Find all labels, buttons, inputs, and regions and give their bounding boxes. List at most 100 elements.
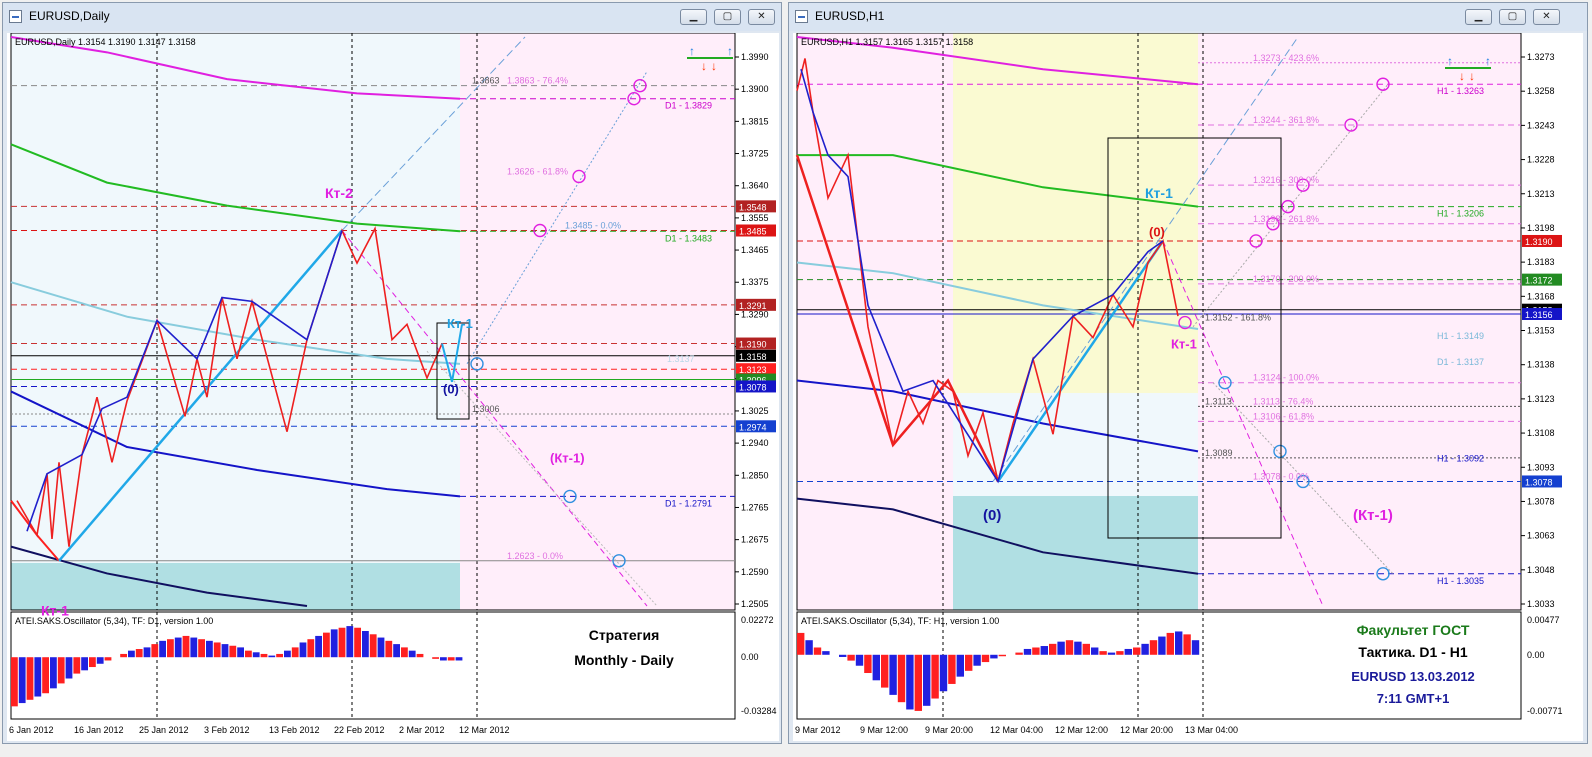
ma-level-label: H1 - 1.3035 [1437, 576, 1484, 586]
oscillator-bar [104, 657, 112, 661]
chart-header: EURUSD,Daily 1.3154 1.3190 1.3147 1.3158 [15, 37, 196, 47]
oscillator-tick-label: 0.02272 [741, 615, 774, 625]
zigzag-segment [26, 230, 343, 532]
price-tick-label: 1.3093 [1527, 462, 1555, 472]
chart-area[interactable]: 1.3273 1.3258 1.3243 1.3228 1.3213 1.3198 1.31… [793, 33, 1583, 741]
oscillator-bar [822, 651, 830, 655]
price-tag [1522, 475, 1562, 488]
h1-chart-svg[interactable]: 1.3273 1.3258 1.3243 1.3228 1.3213 1.3198 1.31… [793, 33, 1583, 741]
time-tick-label: 22 Feb 2012 [334, 725, 385, 735]
chart-area[interactable]: 1.3990 1.3900 1.3815 1.3725 1.3640 1.3555 1.34… [7, 33, 779, 741]
oscillator-bar [65, 657, 73, 679]
oscillator-bar [315, 635, 322, 658]
ma-level-label: H1 - 1.3263 [1437, 86, 1484, 96]
ma-level-label: D1 - 1.3137 [1437, 357, 1484, 367]
wave-label: (0) [443, 381, 459, 396]
time-tick-label: 16 Jan 2012 [74, 725, 124, 735]
price-tag [736, 380, 776, 393]
time-tick-label: 2 Mar 2012 [399, 725, 445, 735]
oscillator-bar [956, 654, 964, 677]
oscillator-bar [948, 654, 956, 684]
fib-level-label: 1.3273 - 423.6% [1253, 53, 1319, 63]
moving-average-line [10, 36, 461, 100]
oscillator-bar [323, 632, 330, 658]
chart-header: EURUSD,H1 1.3157 1.3165 1.3157 1.3158 [801, 37, 973, 47]
up-arrow-icon: ↑ [689, 44, 695, 58]
background-zone [953, 496, 1198, 610]
oscillator-bar [1065, 640, 1074, 655]
price-tag-label: 1.3291 [739, 301, 767, 311]
oscillator-bar [291, 647, 299, 658]
oscillator-bar [1149, 640, 1158, 655]
chart-window-icon [795, 10, 808, 23]
oscillator-bar [889, 654, 897, 695]
oscillator-bar [284, 650, 291, 658]
oscillator-bar [998, 654, 1006, 657]
target-circle [1376, 77, 1390, 91]
down-arrow-icon: ↓ [1469, 69, 1475, 83]
price-tag [736, 200, 776, 213]
fib-level-label: 1.3626 - 61.8% [507, 166, 568, 176]
fib-level-label: 1.3124 - 100.0% [1253, 373, 1319, 383]
zigzag-segment [795, 154, 1000, 483]
oscillator-bar [455, 657, 463, 661]
ma-level-label: H1 - 1.3092 [1437, 453, 1484, 463]
zigzag-segment [796, 58, 1179, 482]
price-plot-frame [796, 33, 1522, 611]
window-title: EURUSD,H1 [815, 9, 885, 23]
oscillator-tick-label: 0.00 [1527, 650, 1545, 660]
time-tick-label: 25 Jan 2012 [139, 725, 189, 735]
down-arrow-icon: ↓ [1459, 69, 1465, 83]
maximize-button[interactable]: ▢ [714, 9, 741, 25]
wave-label: (0) [983, 507, 1001, 524]
fib-level-label: 1.3863 - 76.4% [507, 76, 568, 86]
oscillator-bar [260, 653, 268, 658]
price-tag [1522, 307, 1562, 320]
background-zone [1198, 33, 1521, 610]
up-arrow-icon: ↑ [1447, 54, 1453, 68]
oscillator-bar [299, 642, 307, 658]
zigzag-segment [441, 324, 463, 383]
fib-level-label: 1.3106 - 61.8% [1253, 411, 1314, 421]
close-button[interactable]: ✕ [748, 9, 775, 25]
fib-level-label: 1.3078 - 0.0% [1253, 471, 1309, 481]
price-tag [736, 337, 776, 350]
trend-line [426, 350, 658, 607]
price-tick-label: 1.3243 [1527, 120, 1555, 130]
strategy-caption: Тактика. D1 - H1 [1358, 644, 1467, 660]
time-tick-label: 9 Mar 2012 [795, 725, 841, 735]
close-button[interactable]: ✕ [1533, 9, 1560, 25]
price-plot-frame [10, 33, 736, 611]
minimize-button[interactable]: ▁ [680, 9, 707, 25]
wave-label: Кт-1 [447, 316, 473, 331]
oscillator-bar [369, 634, 377, 658]
fib-level-label: 1.3089 [1205, 448, 1233, 458]
price-tick-label: 1.3258 [1527, 86, 1555, 96]
wave-label: (Кт-1) [1353, 507, 1393, 524]
moving-average-line [10, 143, 461, 233]
oscillator-bar [143, 647, 151, 658]
time-tick-label: 3 Feb 2012 [204, 725, 250, 735]
highlight-box [436, 322, 470, 420]
daily-chart-svg[interactable]: 1.3990 1.3900 1.3815 1.3725 1.3640 1.3555 1.34… [7, 33, 779, 741]
oscillator-bar [864, 654, 872, 674]
fib-level-label: 1.3170 - 200.0% [1253, 274, 1319, 284]
oscillator-bar [408, 650, 416, 658]
oscillator-bar [1158, 636, 1166, 655]
price-tick-label: 1.3153 [1527, 326, 1555, 336]
window-titlebar[interactable]: EURUSD,Daily ▁ ▢ ✕ [3, 3, 781, 31]
minimize-button[interactable]: ▁ [1465, 9, 1492, 25]
time-tick-label: 6 Jan 2012 [9, 725, 54, 735]
window-titlebar[interactable]: EURUSD,H1 ▁ ▢ ✕ [789, 3, 1587, 31]
price-tag [736, 420, 776, 433]
fib-level-label: 1.3137 [667, 354, 695, 364]
fib-level-label: 1.3216 - 300.0% [1253, 175, 1319, 185]
maximize-button[interactable]: ▢ [1499, 9, 1526, 25]
oscillator-bar [1183, 634, 1191, 655]
price-tag [1522, 234, 1562, 247]
target-circle [1376, 567, 1390, 581]
oscillator-frame [10, 611, 736, 720]
oscillator-bar [237, 647, 244, 658]
trend-line [466, 71, 648, 365]
ma-level-label: D1 - 1.2791 [665, 498, 712, 508]
